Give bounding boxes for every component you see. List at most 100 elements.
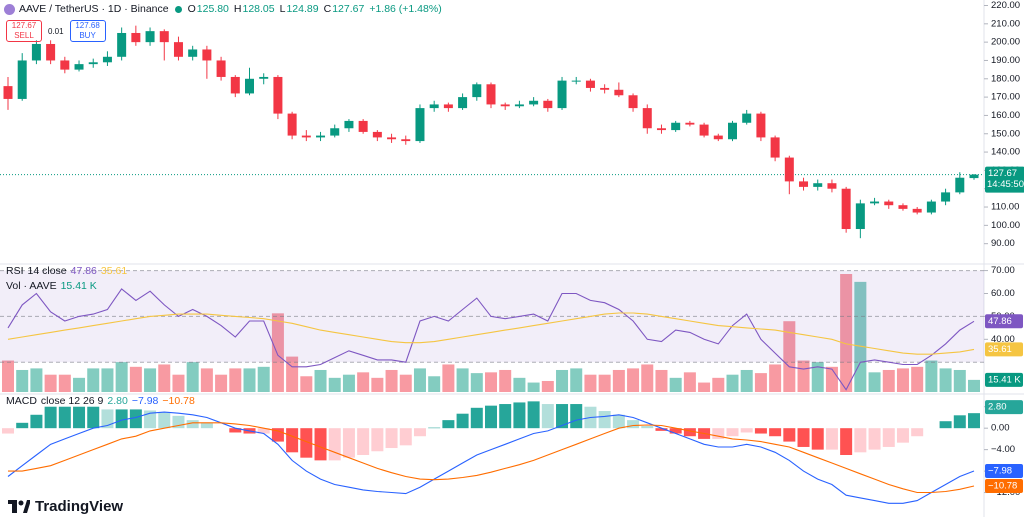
macd-value: −7.98 <box>131 395 159 407</box>
volume-bar <box>44 374 57 392</box>
candle-body <box>870 201 880 204</box>
volume-bar <box>570 368 583 392</box>
candle-body <box>287 113 297 136</box>
candle-body <box>600 87 610 90</box>
histogram-bar <box>470 407 483 429</box>
candle-body <box>273 76 283 114</box>
volume-bar <box>726 374 739 392</box>
y-tick-label: 140.00 <box>991 147 1020 158</box>
readout-item: O <box>187 3 196 15</box>
candle-body <box>784 157 794 182</box>
candle-body <box>614 89 624 96</box>
histogram-bar <box>328 428 341 461</box>
readout-item: +1.86 (+1.48%) <box>369 3 442 15</box>
volume-bar <box>2 360 14 392</box>
y-tick-label: 0.00 <box>991 423 1010 434</box>
candle-body <box>926 201 936 213</box>
candle-body <box>401 139 411 142</box>
volume-bar <box>754 373 767 392</box>
symbol-icon <box>4 3 15 15</box>
symbol-title[interactable]: AAVE / TetherUS · 1D · Binance <box>19 3 169 15</box>
candle-body <box>117 32 127 57</box>
candle-body <box>372 131 382 138</box>
candle-body <box>799 181 809 187</box>
y-tick-label: 40.00 <box>991 334 1015 345</box>
candle-body <box>585 80 595 88</box>
volume-bar <box>556 369 569 392</box>
volume-bar <box>712 377 725 392</box>
volume-bar <box>300 376 313 392</box>
volume-bar <box>30 368 43 392</box>
volume-bar <box>854 281 867 392</box>
y-tick-label: −4.00 <box>991 444 1015 455</box>
volume-bar <box>87 368 100 392</box>
sell-price: 127.67 <box>11 21 37 30</box>
candle-body <box>514 104 524 107</box>
volume-bar <box>541 380 554 392</box>
rsi-legend: RSI 14 close 47.86 35.61 <box>6 265 127 277</box>
y-tick-label: 180.00 <box>991 73 1020 84</box>
ohlc-readout: O 125.80 H 128.05 L 124.89 C 127.67 +1.86 (+1.48… <box>188 3 442 15</box>
histogram-bar <box>911 428 924 437</box>
y-tick-label: 60.00 <box>991 288 1015 299</box>
market-status <box>174 5 182 13</box>
candle-body <box>898 205 908 209</box>
volume-bar <box>683 372 696 392</box>
y-tick-label: 200.00 <box>991 37 1020 48</box>
histogram-bar <box>87 406 100 429</box>
candle-body <box>31 43 41 61</box>
histogram-bar <box>513 402 526 429</box>
buy-price: 127.68 <box>75 21 100 30</box>
volume-bar <box>513 377 526 392</box>
candle-body <box>415 108 425 142</box>
candle-body <box>742 113 752 123</box>
y-tick-label: 220.00 <box>991 0 1020 11</box>
histogram-bar <box>385 428 398 449</box>
volume-bar <box>58 374 71 392</box>
volume-bar <box>101 368 114 392</box>
y-tick-label: 110.00 <box>991 202 1019 213</box>
histogram-bar <box>598 411 611 429</box>
histogram-bar <box>101 409 114 429</box>
watermark-text: TradingView <box>35 498 124 515</box>
macd-title: MACD <box>6 395 37 407</box>
histogram-bar <box>2 428 14 434</box>
histogram-bar <box>115 409 128 429</box>
volume-bar <box>499 369 512 392</box>
histogram-bar <box>655 428 668 431</box>
candle-body <box>756 113 766 138</box>
macd-badge-bg <box>985 479 1023 494</box>
rsi-badge: 35.61 <box>988 344 1012 355</box>
histogram-bar <box>144 410 157 429</box>
histogram-bar <box>854 428 867 453</box>
histogram-bar <box>840 428 853 455</box>
rsi-line <box>7 288 975 391</box>
histogram-bar <box>257 428 270 434</box>
volume-bar <box>669 377 682 392</box>
volume-bar <box>357 372 370 392</box>
buy-button[interactable]: 127.68 BUY <box>69 20 106 42</box>
histogram-bar <box>939 421 952 429</box>
y-tick-label: 190.00 <box>991 55 1020 66</box>
volume-bar <box>286 356 299 392</box>
volume-bar <box>797 360 810 392</box>
candle-body <box>301 135 311 138</box>
rsi-badge-bg <box>985 314 1023 329</box>
histogram-bar <box>485 405 497 429</box>
sell-button[interactable]: 127.67 SELL <box>6 20 42 42</box>
histogram-bar <box>44 406 57 429</box>
histogram-bar <box>200 422 213 429</box>
readout-item: 125.80 <box>196 3 229 15</box>
histogram-bar <box>740 428 753 433</box>
volume-bar <box>215 374 228 392</box>
histogram-bar <box>868 428 881 450</box>
volume-bar <box>740 369 753 392</box>
candle-body <box>685 122 695 125</box>
candle-body <box>131 32 141 43</box>
candle-body <box>145 31 155 43</box>
candle-body <box>671 122 681 131</box>
candle-body <box>713 135 723 140</box>
macd-badge: −10.78 <box>988 481 1017 492</box>
histogram-bar <box>726 428 739 437</box>
